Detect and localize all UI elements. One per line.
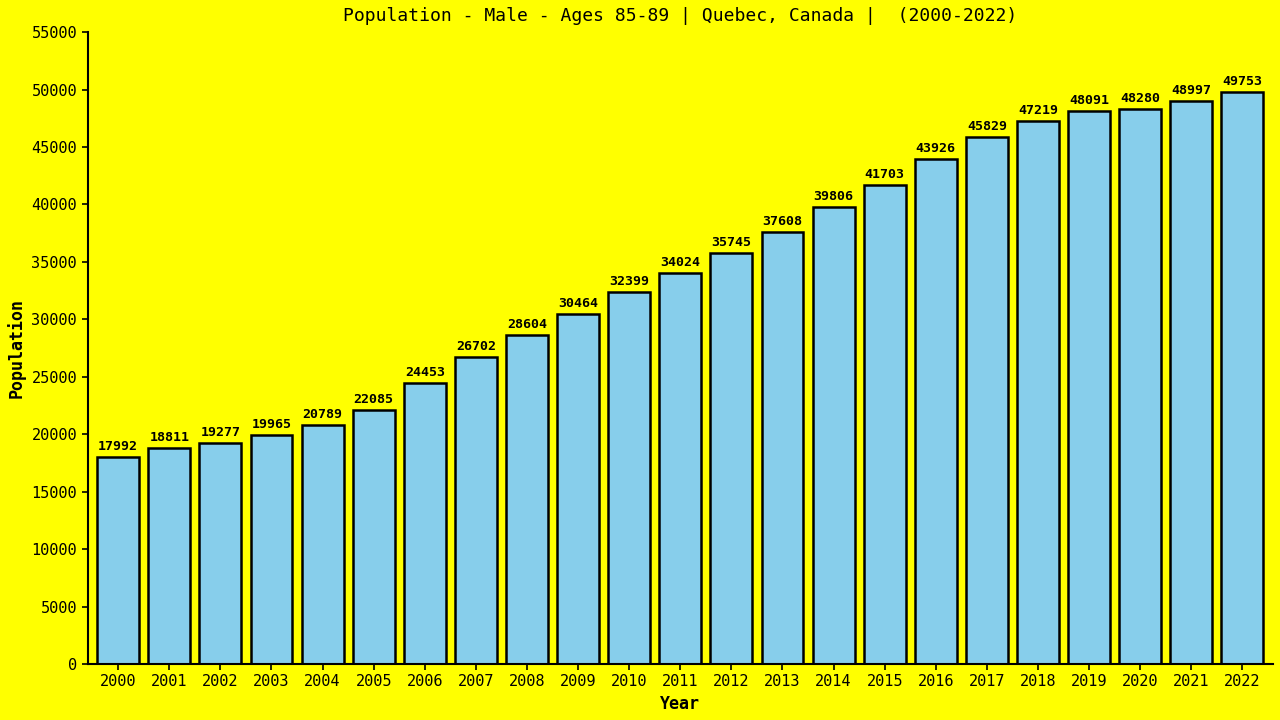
Text: 20789: 20789 bbox=[302, 408, 343, 421]
Bar bbox=[148, 448, 191, 664]
X-axis label: Year: Year bbox=[660, 695, 700, 713]
Bar bbox=[557, 314, 599, 664]
Bar bbox=[1221, 92, 1263, 664]
Bar bbox=[251, 435, 292, 664]
Text: 48280: 48280 bbox=[1120, 92, 1160, 105]
Text: 22085: 22085 bbox=[353, 393, 394, 406]
Bar bbox=[710, 253, 753, 664]
Bar bbox=[1018, 122, 1059, 664]
Bar bbox=[864, 185, 906, 664]
Bar bbox=[353, 410, 394, 664]
Bar bbox=[97, 457, 140, 664]
Text: 48997: 48997 bbox=[1171, 84, 1211, 97]
Text: 37608: 37608 bbox=[763, 215, 803, 228]
Bar bbox=[200, 443, 242, 664]
Bar bbox=[506, 336, 548, 664]
Bar bbox=[1119, 109, 1161, 664]
Text: 19277: 19277 bbox=[201, 426, 241, 438]
Bar bbox=[403, 383, 445, 664]
Bar bbox=[762, 232, 804, 664]
Bar bbox=[302, 426, 343, 664]
Text: 49753: 49753 bbox=[1222, 76, 1262, 89]
Title: Population - Male - Ages 85-89 | Quebec, Canada |  (2000-2022): Population - Male - Ages 85-89 | Quebec,… bbox=[343, 7, 1018, 25]
Bar bbox=[659, 273, 701, 664]
Text: 48091: 48091 bbox=[1069, 94, 1108, 107]
Text: 39806: 39806 bbox=[814, 189, 854, 202]
Text: 45829: 45829 bbox=[966, 120, 1007, 133]
Bar bbox=[966, 138, 1007, 664]
Text: 28604: 28604 bbox=[507, 318, 547, 331]
Text: 34024: 34024 bbox=[660, 256, 700, 269]
Text: 24453: 24453 bbox=[404, 366, 444, 379]
Text: 17992: 17992 bbox=[99, 441, 138, 454]
Bar bbox=[608, 292, 650, 664]
Text: 32399: 32399 bbox=[609, 275, 649, 288]
Text: 35745: 35745 bbox=[712, 236, 751, 249]
Bar bbox=[1170, 101, 1212, 664]
Bar bbox=[813, 207, 855, 664]
Bar bbox=[1068, 112, 1110, 664]
Text: 18811: 18811 bbox=[150, 431, 189, 444]
Bar bbox=[915, 159, 956, 664]
Text: 41703: 41703 bbox=[865, 168, 905, 181]
Text: 19965: 19965 bbox=[251, 418, 292, 431]
Text: 30464: 30464 bbox=[558, 297, 598, 310]
Text: 43926: 43926 bbox=[915, 143, 956, 156]
Bar bbox=[454, 357, 497, 664]
Text: 47219: 47219 bbox=[1018, 104, 1059, 117]
Text: 26702: 26702 bbox=[456, 341, 495, 354]
Y-axis label: Population: Population bbox=[6, 298, 26, 398]
